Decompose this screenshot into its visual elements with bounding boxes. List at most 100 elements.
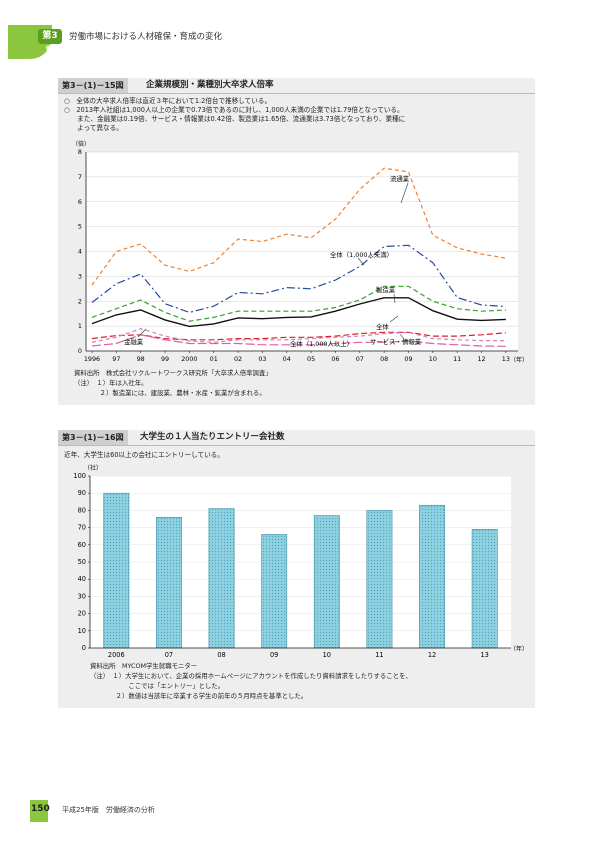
figure-15-title: 企業規模別・業種別大卒求人倍率 <box>146 80 274 90</box>
x-tick-label: 10 <box>323 651 331 659</box>
y-tick-label: 60 <box>78 541 86 549</box>
series-line <box>91 297 506 328</box>
x-tick-label: 12 <box>428 651 436 659</box>
divider <box>58 93 535 94</box>
bar <box>156 516 182 649</box>
y-tick-label: 100 <box>73 472 86 480</box>
x-axis-unit: （年） <box>510 645 528 653</box>
y-tick-label: 40 <box>78 575 86 583</box>
series-line <box>91 285 506 322</box>
y-tick-label: 6 <box>78 198 82 206</box>
figure-16-subtitle: 近年、大学生は60以上の会社にエントリーしている。 <box>64 451 224 459</box>
series-line <box>91 327 506 343</box>
figure-16-bar-chart: 0 10 20 30 40 50 60 70 80 90 100 2006 07 08 09 10 11 12 13… <box>73 464 528 659</box>
x-tick-label: 09 <box>270 651 278 659</box>
page-number: 150 <box>31 804 50 814</box>
bar <box>419 504 445 649</box>
series-label-total: 全体 <box>376 322 389 331</box>
y-tick-label: 0 <box>82 644 86 652</box>
x-tick-label: 01 <box>210 355 218 363</box>
figure-16-note-2: ここでは「エントリー」とした。 <box>90 682 225 690</box>
x-tick-label: 2000 <box>181 355 197 363</box>
x-tick-label: 03 <box>258 355 266 363</box>
bar <box>471 529 498 649</box>
figure-15-note-2: ２）製造業には、建設業、農林・水産・鉱業が含まれる。 <box>74 389 266 397</box>
y-tick-label: 50 <box>78 558 86 566</box>
bar <box>103 492 130 649</box>
axis-lines <box>85 152 518 352</box>
series-label-finance: 金融業 <box>124 337 144 346</box>
chart-axes: 0 10 20 30 40 50 60 70 80 90 100 2006 07 08 09 10 11 12 13 <box>73 472 511 659</box>
x-tick-label: 2006 <box>108 651 125 659</box>
x-axis-unit: （年） <box>510 356 528 364</box>
x-tick-label: 10 <box>429 355 437 363</box>
series-line <box>91 334 506 347</box>
series-label-retail: 流通業 <box>390 174 410 183</box>
chart-bars <box>103 492 498 649</box>
figure-16-note-1: （注） １）大学生において、企業の採用ホームページにアカウントを作成したり資料請… <box>90 672 412 680</box>
figure-15-number: 第3－(1)－15図 <box>58 78 128 93</box>
x-tick-label: 13 <box>480 651 488 659</box>
series-line <box>91 331 506 341</box>
y-tick-label: 5 <box>78 223 82 231</box>
x-tick-label: 97 <box>112 355 120 363</box>
axis-lines <box>89 476 511 649</box>
figure-15-bullet-4: よって異なる。 <box>64 124 123 132</box>
x-tick-label: 09 <box>404 355 412 363</box>
figure-15-header: 第3－(1)－15図 企業規模別・業種別大卒求人倍率 <box>58 78 535 94</box>
series-label-under-1000: 全体（1,000人未満） <box>330 250 393 259</box>
figure-15-source: 資料出所 株式会社リクルートワークス研究所「大卒求人倍率調査」 <box>74 369 272 377</box>
series-line <box>91 244 506 314</box>
figure-15-note-1: （注） １）年は入社年。 <box>74 379 148 387</box>
chapter-title: 労働市場における人材確保・育成の変化 <box>69 32 223 42</box>
y-tick-label: 20 <box>78 610 86 618</box>
y-tick-label: 80 <box>78 506 86 514</box>
x-tick-label: 07 <box>165 651 173 659</box>
y-tick-label: 70 <box>78 524 86 532</box>
x-tick-label: 08 <box>380 355 388 363</box>
x-tick-label: 98 <box>137 355 145 363</box>
figure-16-note-3: ２）数値は当該年に卒業する学生の前年の５月時点を基準とした。 <box>90 692 308 700</box>
x-tick-label: 07 <box>356 355 364 363</box>
series-label-over-1000: 全体（1,000人以上） <box>290 339 353 348</box>
x-tick-label: 02 <box>234 355 242 363</box>
y-axis-unit: （倍） <box>72 140 90 148</box>
figure-15-bullet-1: ○ 全体の大卒求人倍率は直近３年において1.2倍台で推移している。 <box>64 97 272 105</box>
x-tick-label: 11 <box>375 651 383 659</box>
y-tick-label: 90 <box>78 489 86 497</box>
y-tick-label: 7 <box>78 173 82 181</box>
bar <box>366 510 393 649</box>
bar <box>208 508 235 649</box>
figure-16-panel: 第3－(1)－16図 大学生の１人当たりエントリー会社数 近年、大学生は60以上… <box>58 430 535 708</box>
y-tick-label: 8 <box>78 148 82 156</box>
x-tick-label: 11 <box>453 355 461 363</box>
figure-16-title: 大学生の１人当たりエントリー会社数 <box>140 432 285 442</box>
label-leader-lines <box>137 182 409 340</box>
chapter-badge: 第3章 <box>38 29 62 56</box>
series-label-manufacturing: 製造業 <box>376 285 396 294</box>
series-label-services: サービス・情報業 <box>370 337 422 346</box>
x-tick-label: 99 <box>161 355 169 363</box>
figure-16-source: 資料出所 MYCOM学生就職モニター <box>90 662 198 670</box>
figure-15-bullet-2: ○ 2013年入社組は1,000人以上の企業で0.73倍であるのに対し、1,00… <box>64 106 404 114</box>
x-tick-label: 08 <box>217 651 225 659</box>
x-tick-label: 04 <box>283 355 291 363</box>
figure-15-bullet-3: また、金融業は0.19倍、サービス・情報業は0.42倍、製造業は1.65倍、流通… <box>64 115 406 123</box>
x-tick-label: 12 <box>477 355 485 363</box>
x-tick-label: 1996 <box>84 355 100 363</box>
y-tick-label: 10 <box>78 627 86 635</box>
x-tick-label: 05 <box>307 355 315 363</box>
y-tick-label: 1 <box>78 322 82 330</box>
figure-15-panel: 第3－(1)－15図 企業規模別・業種別大卒求人倍率 ○ 全体の大卒求人倍率は直… <box>58 78 535 405</box>
y-tick-label: 3 <box>78 272 82 280</box>
y-tick-label: 2 <box>78 297 82 305</box>
figure-16-number: 第3－(1)－16図 <box>58 430 128 445</box>
y-tick-label: 30 <box>78 592 86 600</box>
y-tick-label: 4 <box>78 248 82 256</box>
figure-16-header: 第3－(1)－16図 大学生の１人当たりエントリー会社数 <box>58 430 535 446</box>
bar <box>313 515 340 649</box>
divider <box>58 445 535 446</box>
publication-title: 平成25年版 労働経済の分析 <box>62 806 155 814</box>
